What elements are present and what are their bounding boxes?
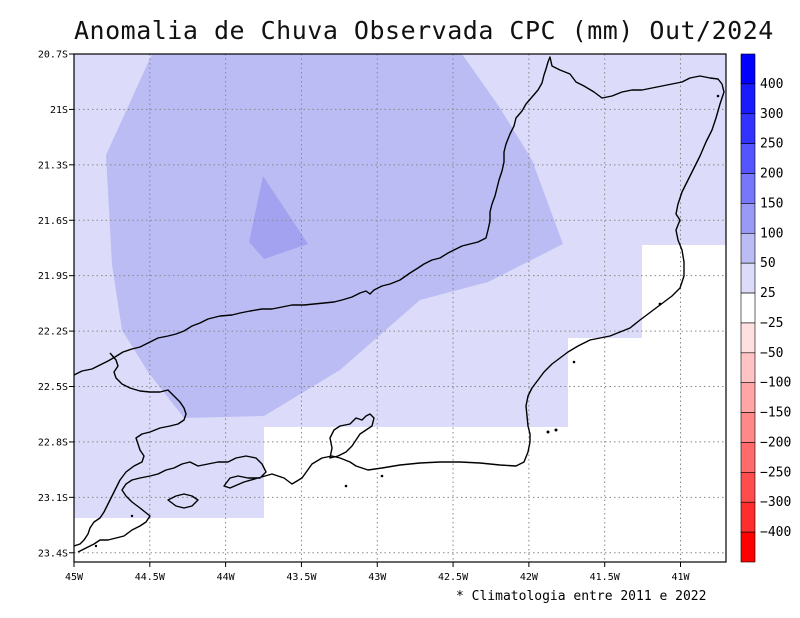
state-borders — [74, 56, 723, 547]
bay-outline — [329, 413, 375, 459]
colorbar-label: 250 — [760, 137, 783, 152]
anomaly-region-100-150 — [249, 176, 308, 259]
y-tick-label: 22.8S — [38, 437, 68, 448]
colorbar-label: −300 — [760, 495, 791, 510]
colorbar-label: −400 — [760, 525, 791, 540]
y-tick-label: 21.6S — [38, 216, 68, 227]
colorbar-segment — [740, 382, 756, 413]
islands — [94, 94, 720, 548]
x-tick-label: 43W — [368, 572, 387, 583]
colorbar-segment — [740, 173, 756, 204]
colorbar-segment — [740, 292, 756, 324]
colorbar-segment — [740, 442, 756, 473]
map-frame — [73, 53, 727, 563]
colorbar-label: −25 — [760, 316, 783, 331]
y-tick-label: 22.5S — [38, 382, 68, 393]
colorbar-label: 400 — [760, 77, 783, 92]
x-tick-label: 44.5W — [135, 572, 166, 583]
colorbar-segment — [740, 322, 756, 354]
y-tick-label: 20.7S — [38, 50, 68, 61]
colorbar-label: 200 — [760, 167, 783, 182]
x-tick-label: 43.5W — [286, 572, 317, 583]
colorbar-segment — [740, 352, 756, 384]
x-tick-label: 41.5W — [590, 572, 621, 583]
y-tick-label: 23.4S — [38, 548, 68, 559]
colorbar-label: −250 — [760, 465, 791, 480]
colorbar-segment — [740, 412, 756, 443]
y-tick-label: 21.9S — [38, 271, 68, 282]
colorbar-label: 50 — [760, 256, 776, 271]
y-tick-label: 21.3S — [38, 160, 68, 171]
x-axis-ticks: 45W 44.5W 44W 43.5W 43W 42.5W 42W 41.5W 41W — [65, 562, 691, 583]
ilha-grande — [167, 493, 199, 509]
climatology-note: * Climatologia entre 2011 e 2022 — [456, 589, 707, 604]
x-tick-label: 42W — [520, 572, 539, 583]
colorbar-segment — [740, 53, 756, 85]
y-axis-ticks: 20.7S 21S 21.3S 21.6S 21.9S 22.2S 22.5S 22.8S 23… — [38, 50, 74, 559]
colorbar-label: −150 — [760, 406, 791, 421]
colorbar-segment — [740, 83, 756, 115]
colorbar-segment — [740, 143, 756, 174]
y-tick-label: 23.1S — [38, 493, 68, 504]
x-tick-label: 44W — [217, 572, 236, 583]
colorbar-segment — [740, 113, 756, 144]
colorbar-segment — [740, 262, 756, 294]
y-tick-label: 22.2S — [38, 327, 68, 338]
colorbar-label: 300 — [760, 107, 783, 122]
colorbar-segment — [740, 232, 756, 264]
map-title: Anomalia de Chuva Observada CPC (mm) Out… — [74, 16, 774, 45]
x-tick-label: 42.5W — [438, 572, 469, 583]
x-tick-label: 41W — [671, 572, 690, 583]
y-tick-label: 21S — [50, 105, 68, 116]
rj-coastline — [77, 83, 725, 553]
colorbar-label: 100 — [760, 226, 783, 241]
map-gridlines — [74, 54, 726, 562]
colorbar-segment — [740, 203, 756, 234]
colorbar-label: −200 — [760, 435, 791, 450]
colorbar-label: 25 — [760, 286, 776, 301]
colorbar-label: −50 — [760, 346, 783, 361]
colorbar-segment — [740, 472, 756, 503]
colorbar-segment — [740, 531, 756, 563]
colorbar: 400 300 250 200 150 100 50 25 −25 −50 −100 −150 −200… — [740, 53, 791, 563]
colorbar-label: −100 — [760, 376, 791, 391]
colorbar-label: 150 — [760, 196, 783, 211]
x-tick-label: 45W — [65, 572, 84, 583]
colorbar-segment — [740, 501, 756, 533]
anomaly-region-50-100 — [106, 54, 563, 418]
rj-sp-border — [74, 352, 187, 547]
rj-mg-border — [74, 56, 723, 376]
coastline — [77, 83, 725, 553]
